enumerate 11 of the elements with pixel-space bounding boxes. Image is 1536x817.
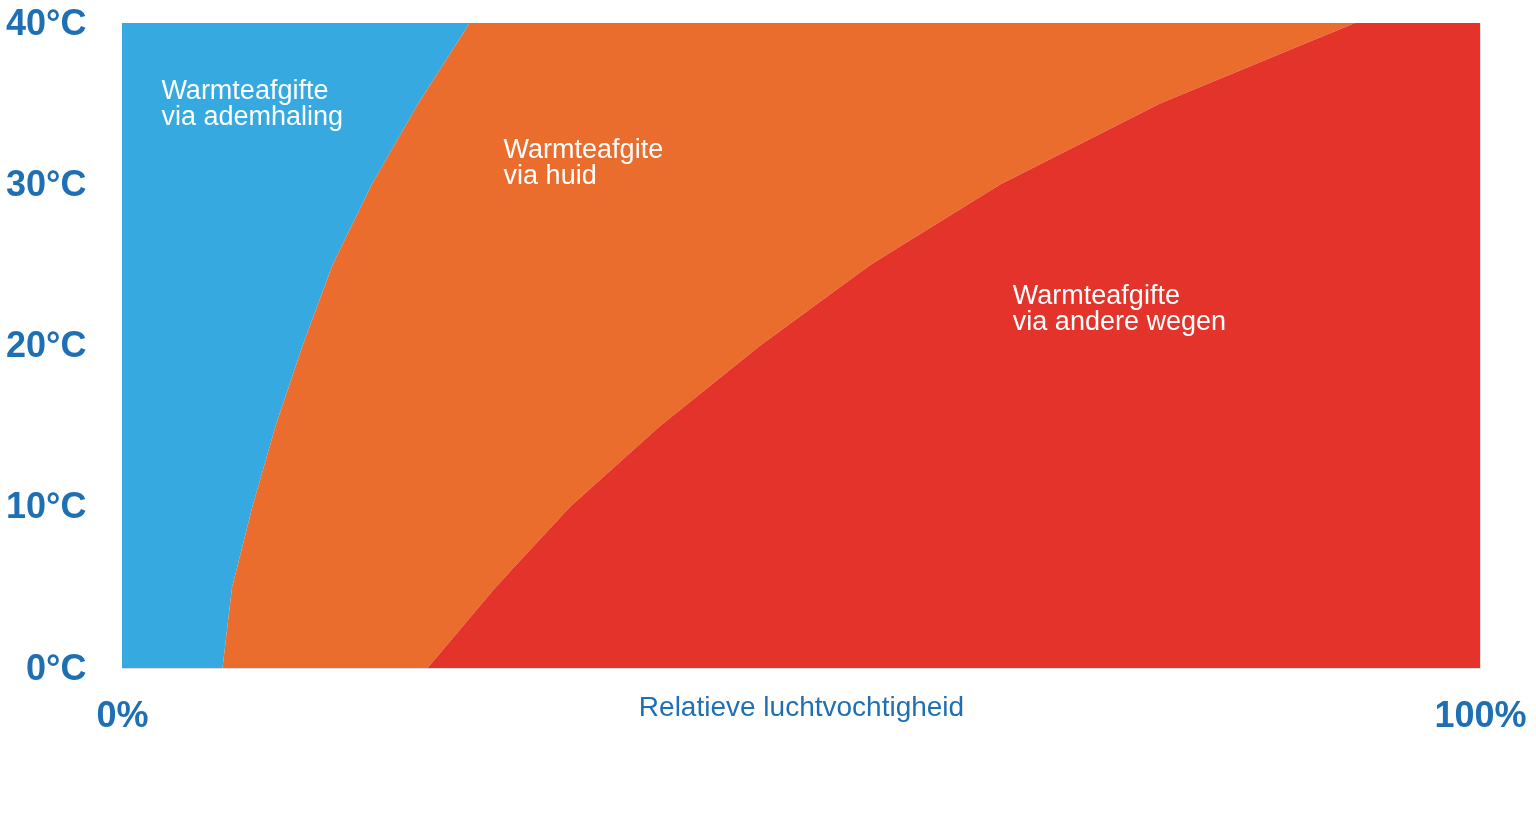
x-tick-label: 0% xyxy=(96,693,149,735)
series-label: Warmteafgite via huid xyxy=(503,134,664,191)
y-tick-label: 30°C xyxy=(6,162,87,204)
y-tick-label: 20°C xyxy=(6,324,87,365)
x-axis-title: Relatieve luchtvochtigheid xyxy=(638,690,965,722)
series-label: Warmteafgifte via ademhaling xyxy=(161,74,344,131)
x-tick-label: 100% xyxy=(1434,693,1527,735)
series-label: Warmteafgifte via andere wegen xyxy=(1012,279,1226,336)
y-tick-label: 10°C xyxy=(6,485,87,527)
y-tick-label: 40°C xyxy=(6,1,87,43)
y-tick-label: 0°C xyxy=(26,646,87,688)
